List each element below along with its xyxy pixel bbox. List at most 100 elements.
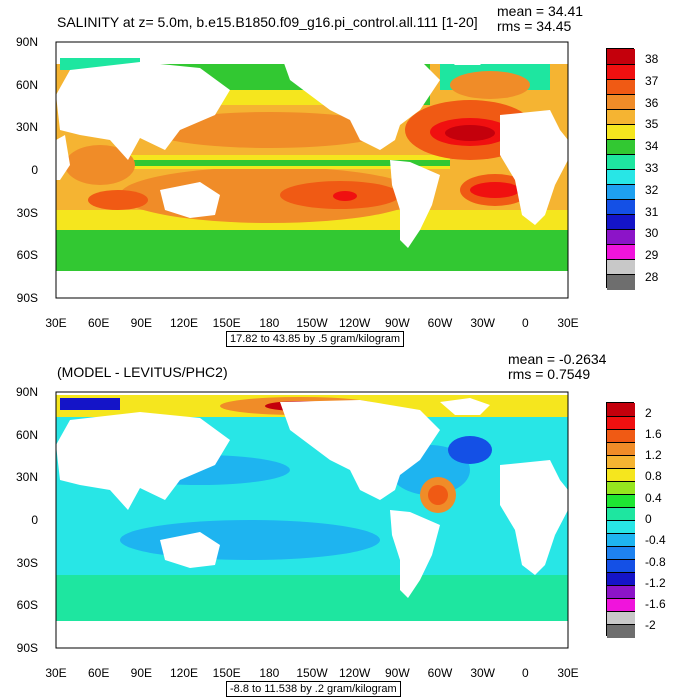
panel-title: SALINITY at z= 5.0m, b.e15.B1850.f09_g16… bbox=[57, 14, 478, 30]
longitude-tick-label: 60W bbox=[427, 316, 453, 330]
colorbar-label: -1.6 bbox=[645, 597, 666, 612]
colorbar-label: -0.4 bbox=[645, 533, 666, 548]
colorbar-label: 34 bbox=[645, 139, 659, 154]
colorbar-segment bbox=[607, 64, 635, 80]
longitude-tick-label: 60E bbox=[87, 666, 110, 680]
colorbar-segment bbox=[607, 124, 635, 140]
colorbar-label: 31 bbox=[645, 204, 659, 219]
latitude-tick-label: 90S bbox=[16, 291, 38, 305]
rms-label: rms = 34.45 bbox=[497, 18, 572, 34]
colorbar-segment bbox=[607, 624, 635, 638]
latitude-tick-label: 30N bbox=[15, 470, 38, 485]
colorbar-segment bbox=[607, 109, 635, 125]
colorbar-label: 36 bbox=[645, 95, 659, 110]
longitude-tick-label: 30W bbox=[470, 316, 495, 330]
longitude-tick-label: 90E bbox=[130, 316, 152, 330]
contour-range-label: -8.8 to 11.538 by .2 gram/kilogram bbox=[226, 681, 401, 697]
mean-label: mean = 34.41 bbox=[497, 3, 584, 19]
colorbar-segment bbox=[607, 259, 635, 275]
longitude-tick-label: 90W bbox=[384, 666, 410, 680]
colorbar-segment bbox=[607, 455, 635, 469]
greenland-landmass bbox=[440, 398, 490, 415]
longitude-tick-label: 30E bbox=[45, 316, 67, 330]
colorbar-segment bbox=[607, 274, 635, 290]
latitude-tick-label: 60S bbox=[16, 598, 38, 613]
colorbar-segment bbox=[607, 468, 635, 482]
latitude-tick-label: 0 bbox=[31, 513, 38, 527]
colorbar-label: 0.4 bbox=[645, 490, 662, 505]
colorbar-segment bbox=[607, 49, 635, 65]
contour-range-label: 17.82 to 43.85 by .5 gram/kilogram bbox=[226, 331, 404, 347]
antarctica-landmass bbox=[56, 271, 568, 298]
colorbar-segment bbox=[607, 184, 635, 200]
colorbar-segment bbox=[607, 494, 635, 508]
colorbar-label: 1.6 bbox=[645, 426, 662, 441]
north-america-landmass bbox=[280, 400, 440, 500]
colorbar-segment bbox=[607, 481, 635, 495]
colorbar-segment bbox=[607, 169, 635, 185]
colorbar-segment bbox=[607, 572, 635, 586]
africa-landmass bbox=[500, 110, 568, 225]
longitude-tick-label: 180 bbox=[259, 666, 280, 680]
longitude-tick-label: 0 bbox=[521, 666, 529, 680]
panel-title: (MODEL - LEVITUS/PHC2) bbox=[57, 364, 228, 380]
colorbar-segment bbox=[607, 229, 635, 245]
latitude-tick-label: 30N bbox=[15, 120, 38, 135]
latitude-tick-label: 60S bbox=[16, 248, 38, 263]
colorbar bbox=[606, 402, 635, 638]
colorbar-segment bbox=[607, 442, 635, 456]
longitude-tick-label: 0 bbox=[521, 316, 529, 330]
colorbar-label: 1.2 bbox=[645, 448, 662, 463]
colorbar-segment bbox=[607, 559, 635, 573]
colorbar-segment bbox=[607, 94, 635, 110]
colorbar-segment bbox=[607, 520, 635, 534]
latitude-tick-label: 90S bbox=[16, 641, 38, 655]
eurasia-landmass bbox=[56, 412, 230, 510]
longitude-tick-label: 60E bbox=[87, 316, 110, 330]
longitude-tick-label: 120W bbox=[338, 666, 371, 680]
latitude-tick-label: 0 bbox=[31, 163, 38, 177]
colorbar-segment bbox=[607, 416, 635, 430]
south-america-landmass bbox=[390, 510, 440, 598]
latitude-tick-label: 30S bbox=[16, 555, 38, 570]
longitude-tick-label: 180 bbox=[259, 316, 280, 330]
latitude-tick-label: 60N bbox=[15, 427, 38, 442]
longitude-tick-label: 120E bbox=[169, 316, 199, 330]
colorbar-segment bbox=[607, 214, 635, 230]
colorbar-label: -1.2 bbox=[645, 575, 666, 590]
australia-landmass bbox=[160, 532, 220, 568]
mean-label: mean = -0.2634 bbox=[508, 351, 607, 367]
colorbar-label: 33 bbox=[645, 161, 659, 175]
colorbar-label: 37 bbox=[645, 73, 659, 88]
colorbar-label: 28 bbox=[645, 270, 659, 285]
longitude-tick-label: 150E bbox=[212, 316, 241, 330]
colorbar-label: 30 bbox=[645, 226, 659, 241]
longitude-tick-label: 150E bbox=[212, 666, 241, 680]
south-america-landmass bbox=[390, 160, 440, 248]
north-america-landmass bbox=[280, 50, 440, 150]
colorbar-segment bbox=[607, 403, 635, 417]
longitude-tick-label: 60W bbox=[427, 666, 453, 680]
latitude-tick-label: 30S bbox=[16, 205, 38, 220]
colorbar-label: -2 bbox=[645, 618, 656, 633]
colorbar-segment bbox=[607, 199, 635, 215]
colorbar-segment bbox=[607, 139, 635, 155]
colorbar-label: 38 bbox=[645, 51, 659, 66]
colorbar-label: 32 bbox=[645, 182, 659, 197]
longitude-tick-label: 90E bbox=[130, 666, 152, 680]
colorbar-segment bbox=[607, 585, 635, 599]
latitude-tick-label: 60N bbox=[15, 77, 38, 92]
longitude-tick-label: 120W bbox=[338, 316, 371, 330]
longitude-tick-label: 30E bbox=[557, 316, 579, 330]
longitude-tick-label: 30W bbox=[470, 666, 495, 680]
colorbar-segment bbox=[607, 546, 635, 560]
colorbar-label: 29 bbox=[645, 248, 659, 263]
africa-landmass bbox=[500, 460, 568, 575]
australia-landmass bbox=[160, 182, 220, 218]
colorbar-segment bbox=[607, 611, 635, 625]
greenland-landmass bbox=[440, 48, 490, 65]
colorbar-segment bbox=[607, 79, 635, 95]
colorbar-label: 35 bbox=[645, 117, 659, 132]
colorbar-label: 0 bbox=[645, 512, 652, 526]
